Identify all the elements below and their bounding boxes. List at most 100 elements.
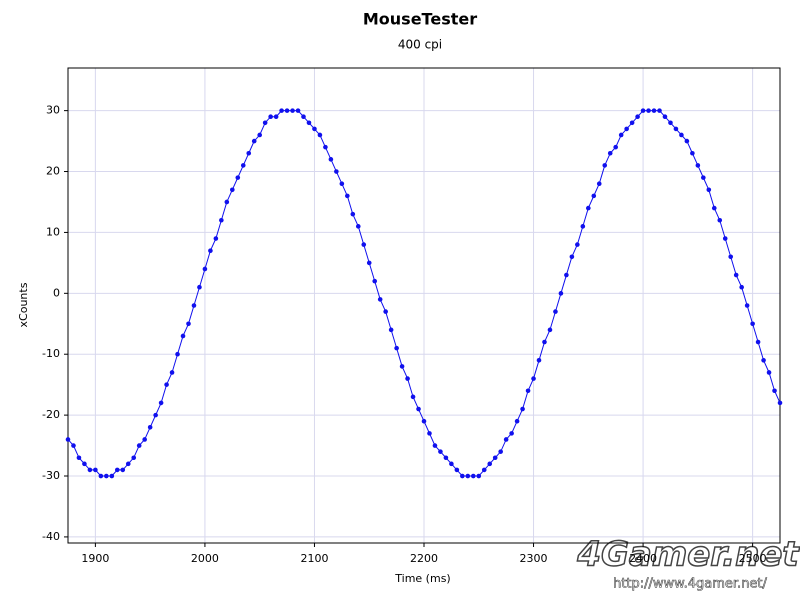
x-tick-label: 2100 — [300, 552, 328, 565]
data-point — [761, 358, 766, 363]
data-point — [82, 461, 87, 467]
data-point — [706, 187, 712, 193]
data-point — [624, 126, 629, 132]
data-point — [273, 114, 279, 120]
data-point — [596, 181, 602, 187]
data-point — [284, 108, 290, 113]
data-point — [334, 169, 339, 174]
data-point — [607, 150, 613, 156]
data-point — [323, 144, 328, 150]
watermark: 4Gamer.net — [576, 535, 800, 575]
data-point — [136, 443, 142, 448]
data-point — [640, 108, 646, 113]
chart-title: MouseTester — [363, 10, 477, 29]
data-point — [646, 108, 651, 113]
data-point — [651, 108, 657, 113]
data-point — [153, 412, 158, 418]
data-point — [180, 333, 186, 339]
data-point — [191, 303, 197, 308]
data-point — [531, 376, 536, 381]
data-point — [575, 242, 580, 247]
data-point — [427, 431, 432, 436]
y-tick-label: 30 — [46, 104, 60, 117]
data-point — [279, 108, 284, 113]
data-point — [613, 144, 618, 150]
data-point — [202, 266, 208, 272]
data-point — [553, 309, 558, 314]
data-point — [131, 455, 137, 461]
data-point — [350, 211, 356, 217]
data-point — [586, 205, 591, 211]
data-point — [564, 272, 569, 278]
data-point — [733, 272, 739, 278]
y-tick-label: 0 — [53, 286, 60, 299]
x-tick-label: 1900 — [81, 552, 109, 565]
data-point — [558, 291, 564, 296]
data-point — [766, 370, 772, 375]
data-point — [125, 461, 131, 467]
x-axis-label: Time (ms) — [394, 572, 450, 585]
data-point — [569, 254, 575, 260]
data-point — [213, 236, 219, 241]
data-point — [717, 217, 723, 223]
data-point — [164, 382, 169, 387]
data-point — [235, 175, 241, 180]
data-point — [328, 157, 334, 162]
data-point — [87, 467, 93, 473]
data-point — [268, 114, 273, 120]
data-point — [240, 163, 246, 168]
data-point — [498, 449, 503, 454]
y-tick-label: -30 — [42, 469, 60, 482]
data-point — [679, 132, 684, 138]
data-point — [251, 138, 257, 144]
data-point — [536, 358, 542, 363]
data-point — [722, 236, 728, 241]
data-point — [750, 321, 755, 327]
data-point — [728, 254, 734, 260]
data-point — [520, 406, 525, 412]
data-point — [755, 339, 761, 345]
data-point — [98, 473, 104, 479]
data-point — [739, 284, 744, 290]
y-tick-label: 10 — [46, 225, 60, 238]
data-point — [295, 108, 301, 113]
data-point — [629, 120, 635, 126]
data-point — [377, 297, 383, 302]
data-point — [695, 163, 701, 168]
data-point — [388, 327, 394, 333]
data-point — [449, 461, 454, 467]
y-tick-label: 20 — [46, 165, 60, 178]
data-point — [460, 473, 465, 479]
data-point — [290, 108, 295, 113]
data-point — [470, 473, 476, 479]
data-point — [301, 114, 306, 120]
data-point — [503, 437, 509, 442]
data-point — [509, 431, 514, 436]
data-point — [657, 108, 662, 113]
data-point — [481, 467, 487, 473]
data-point — [339, 181, 345, 187]
data-point — [542, 339, 547, 345]
data-point — [317, 132, 323, 138]
data-point — [394, 345, 399, 351]
data-point — [366, 260, 372, 266]
data-point — [405, 376, 410, 381]
data-point — [487, 461, 493, 467]
watermark-url: http://www.4gamer.net/ — [613, 577, 767, 592]
data-point — [361, 242, 367, 247]
x-tick-label: 2400 — [629, 552, 657, 565]
data-point — [438, 449, 443, 454]
data-point — [476, 473, 482, 479]
data-point — [465, 473, 471, 479]
data-point — [345, 193, 350, 199]
data-point — [432, 443, 438, 448]
data-point — [602, 163, 608, 168]
data-point — [372, 278, 378, 284]
data-point — [109, 473, 115, 479]
data-point — [580, 224, 586, 229]
data-point — [690, 150, 695, 156]
data-point — [65, 437, 71, 442]
data-point — [525, 388, 531, 394]
